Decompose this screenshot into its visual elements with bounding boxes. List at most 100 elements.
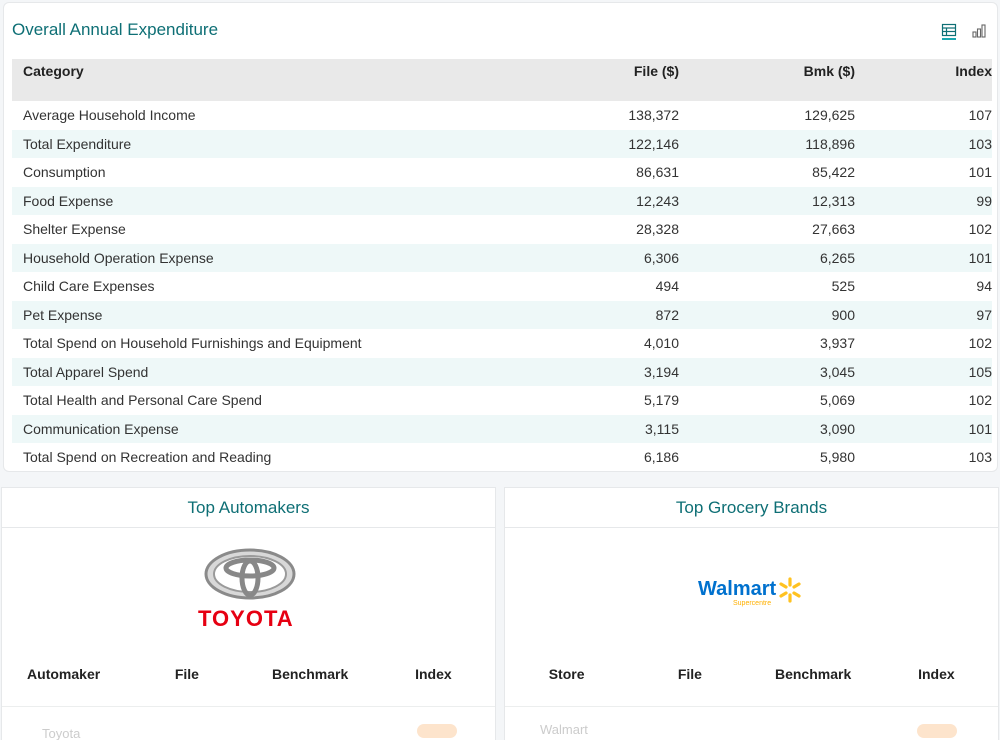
cell-index: 102: [968, 392, 992, 409]
table-row: Total Apparel Spend 3,194 3,045 105: [12, 357, 992, 386]
expenditure-table: Category File ($) Bmk ($) Index Average …: [12, 59, 992, 472]
expenditure-title: Overall Annual Expenditure: [12, 20, 219, 39]
table-row: Total Health and Personal Care Spend 5,17…: [12, 386, 992, 415]
toyota-logo: TOYOTA: [2, 528, 495, 648]
table-row: Consumption 86,631 85,422 101: [12, 158, 992, 187]
cell-index: 101: [855, 243, 992, 272]
cell-bmk: 27,663: [812, 221, 855, 238]
header-file[interactable]: File ($): [469, 59, 679, 101]
divider: [2, 706, 495, 707]
divider: [505, 706, 998, 707]
table-row: Average Household Income 138,372 129,625 10…: [12, 101, 992, 130]
walmart-logo: Walmart Supercentre: [505, 528, 998, 648]
table-row: Child Care Expenses 494 525 94: [12, 272, 992, 301]
grocery-table-header: Store File Benchmark Index: [505, 666, 998, 682]
cell-category: Food Expense: [12, 186, 469, 215]
cell-file: 494: [655, 278, 679, 295]
bar-chart-view-icon[interactable]: [971, 23, 987, 39]
header-category[interactable]: Category: [12, 59, 469, 101]
cell-bmk: 118,896: [679, 129, 855, 158]
cell-category: Shelter Expense: [23, 221, 126, 238]
cell-file: 6,306: [469, 243, 679, 272]
walmart-logo-text: Walmart: [698, 578, 777, 600]
cell-index: 103: [855, 129, 992, 158]
table-row: Walmart: [540, 722, 588, 737]
index-badge: [417, 724, 457, 738]
col-index[interactable]: Index: [918, 666, 955, 682]
cell-category: Total Spend on Recreation and Reading: [23, 449, 272, 466]
table-row: Pet Expense 872 900 97: [12, 300, 992, 329]
table-row: Household Operation Expense 6,306 6,265 101: [12, 243, 992, 272]
cell-category: Child Care Expenses: [23, 278, 155, 295]
col-automaker[interactable]: Automaker: [27, 666, 101, 682]
toyota-logo-text: TOYOTA: [198, 606, 294, 631]
table-header-row: Category File ($) Bmk ($) Index: [12, 59, 992, 101]
cell-file: 138,372: [628, 107, 679, 124]
top-automakers-title: Top Automakers: [2, 488, 495, 528]
cell-file: 3,115: [469, 414, 679, 443]
cell-index: 102: [968, 221, 992, 238]
cell-bmk: 3,045: [679, 357, 855, 386]
cell-category: Household Operation Expense: [12, 243, 469, 272]
cell-file: 86,631: [636, 164, 679, 181]
col-benchmark[interactable]: Benchmark: [271, 666, 349, 682]
expenditure-card: Overall Annual Expenditure Category File…: [3, 2, 998, 472]
col-benchmark[interactable]: Benchmark: [774, 666, 852, 682]
cell-index: 107: [968, 107, 992, 124]
cell-category: Communication Expense: [12, 414, 469, 443]
cell-bmk: 900: [679, 300, 855, 329]
col-store[interactable]: Store: [548, 666, 585, 682]
automakers-table-header: Automaker File Benchmark Index: [2, 666, 495, 682]
cell-category: Consumption: [23, 164, 106, 181]
top-grocery-title: Top Grocery Brands: [505, 488, 998, 528]
cell-category: Total Apparel Spend: [12, 357, 469, 386]
cell-category: Total Expenditure: [12, 129, 469, 158]
table-row: Food Expense 12,243 12,313 99: [12, 186, 992, 215]
col-index[interactable]: Index: [415, 666, 452, 682]
cell-file: 872: [469, 300, 679, 329]
top-automakers-card: Top Automakers TOYOTA Automaker File Ben…: [1, 487, 496, 740]
cell-index: 103: [968, 449, 992, 466]
cell-category: Total Spend on Household Furnishings and…: [23, 335, 362, 352]
header-bmk[interactable]: Bmk ($): [679, 59, 855, 101]
cell-bmk: 85,422: [812, 164, 855, 181]
cell-file: 12,243: [469, 186, 679, 215]
walmart-logo-subtext: Supercentre: [733, 600, 772, 607]
cell-bmk: 3,090: [679, 414, 855, 443]
table-row: Toyota: [42, 726, 81, 740]
table-row: Total Expenditure 122,146 118,896 103: [12, 129, 992, 158]
cell-index: 94: [976, 278, 992, 295]
cell-bmk: 12,313: [679, 186, 855, 215]
table-row: Total Spend on Household Furnishings and…: [12, 329, 992, 358]
view-toggle: [941, 23, 987, 40]
cell-category: Average Household Income: [23, 107, 196, 124]
table-row: Total Spend on Recreation and Reading 6,1…: [12, 443, 992, 472]
cell-index: 101: [855, 414, 992, 443]
cell-bmk: 5,980: [819, 449, 855, 466]
cell-bmk: 525: [831, 278, 855, 295]
cell-index: 97: [855, 300, 992, 329]
cell-category: Pet Expense: [12, 300, 469, 329]
cell-file: 6,186: [643, 449, 679, 466]
cell-bmk: 5,069: [819, 392, 855, 409]
cell-bmk: 3,937: [819, 335, 855, 352]
index-badge: [917, 724, 957, 738]
top-grocery-card: Top Grocery Brands Walmart Supercentre S…: [504, 487, 999, 740]
col-file[interactable]: File: [174, 666, 199, 682]
cell-index: 102: [968, 335, 992, 352]
header-index[interactable]: Index: [855, 59, 992, 101]
cell-bmk: 6,265: [679, 243, 855, 272]
spark-icon: [779, 577, 801, 603]
cell-category: Total Health and Personal Care Spend: [23, 392, 262, 409]
cell-file: 5,179: [643, 392, 679, 409]
cell-file: 3,194: [469, 357, 679, 386]
cell-index: 105: [855, 357, 992, 386]
table-view-icon[interactable]: [941, 23, 957, 40]
cell-file: 122,146: [469, 129, 679, 158]
cell-index: 101: [968, 164, 992, 181]
cell-bmk: 129,625: [804, 107, 855, 124]
table-row: Communication Expense 3,115 3,090 101: [12, 414, 992, 443]
col-file[interactable]: File: [677, 666, 702, 682]
table-row: Shelter Expense 28,328 27,663 102: [12, 215, 992, 244]
cell-index: 99: [855, 186, 992, 215]
